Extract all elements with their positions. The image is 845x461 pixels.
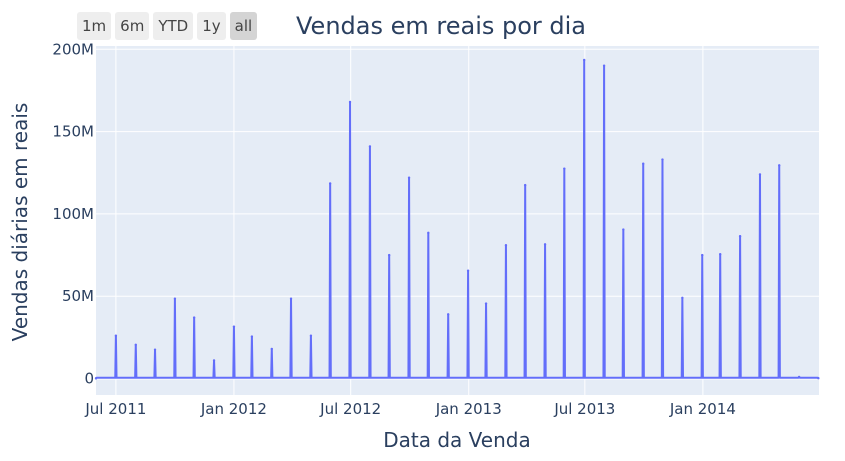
y-tick-label: 50M — [62, 287, 94, 305]
x-tick-label: Jan 2013 — [435, 400, 502, 418]
data-point[interactable] — [368, 145, 372, 148]
x-tick-label: Jan 2014 — [669, 400, 736, 418]
data-point[interactable] — [701, 253, 704, 257]
data-point[interactable] — [309, 334, 313, 337]
data-point[interactable] — [797, 375, 801, 379]
series-line[interactable] — [95, 58, 819, 380]
data-point[interactable] — [328, 182, 332, 185]
data-point[interactable] — [642, 162, 645, 165]
data-point[interactable] — [289, 297, 293, 300]
y-tick-label: 200M — [52, 40, 94, 58]
data-point[interactable] — [504, 243, 508, 247]
range-button-ytd[interactable]: YTD — [153, 12, 194, 40]
plot-area[interactable] — [96, 46, 819, 395]
x-tick-label: Jul 2011 — [84, 400, 146, 418]
x-tick-label: Jan 2012 — [200, 400, 267, 418]
data-point[interactable] — [94, 377, 98, 380]
y-tick-label: 0 — [84, 370, 94, 388]
data-point[interactable] — [602, 64, 606, 67]
data-point[interactable] — [173, 297, 177, 300]
y-axis-ticks: 0 50M 100M 150M 200M — [52, 40, 94, 387]
data-point[interactable] — [817, 377, 820, 380]
data-point[interactable] — [583, 58, 586, 62]
data-point[interactable] — [758, 173, 762, 176]
x-axis-ticks: Jul 2011 Jan 2012 Jul 2012 Jan 2013 Jul 2013… — [84, 400, 736, 418]
x-tick-label: Jul 2012 — [319, 400, 381, 418]
data-point[interactable] — [192, 316, 196, 319]
data-point[interactable] — [563, 167, 566, 170]
data-point[interactable] — [778, 164, 781, 167]
data-point[interactable] — [134, 343, 137, 346]
series-layer — [94, 58, 820, 380]
data-point[interactable] — [738, 234, 742, 238]
data-point[interactable] — [114, 334, 118, 337]
data-point[interactable] — [661, 158, 664, 161]
data-point[interactable] — [523, 183, 527, 187]
data-point[interactable] — [484, 302, 488, 305]
data-point[interactable] — [232, 325, 236, 328]
range-button-1y[interactable]: 1y — [197, 12, 226, 40]
data-point[interactable] — [348, 100, 352, 104]
data-point[interactable] — [622, 228, 625, 231]
data-point[interactable] — [407, 176, 411, 179]
data-point[interactable] — [212, 359, 216, 362]
data-point[interactable] — [153, 348, 157, 351]
data-point[interactable] — [427, 231, 430, 235]
data-point[interactable] — [681, 296, 684, 300]
data-point[interactable] — [466, 269, 470, 272]
data-point[interactable] — [270, 347, 273, 351]
range-selector: 1m 6m YTD 1y all — [77, 12, 258, 40]
chart-title: Vendas em reais por dia — [296, 12, 587, 40]
data-point[interactable] — [543, 243, 547, 246]
range-button-1m[interactable]: 1m — [77, 12, 112, 40]
range-button-6m[interactable]: 6m — [115, 12, 150, 40]
data-point[interactable] — [446, 313, 450, 316]
x-tick-label: Jul 2013 — [553, 400, 615, 418]
data-point[interactable] — [387, 253, 391, 257]
x-axis-title: Data da Venda — [383, 428, 530, 452]
y-tick-label: 100M — [52, 205, 94, 223]
y-tick-label: 150M — [52, 123, 94, 141]
data-point[interactable] — [719, 253, 722, 256]
data-point[interactable] — [250, 335, 254, 338]
range-button-all[interactable]: all — [229, 12, 258, 40]
y-axis-title: Vendas diárias em reais — [8, 103, 32, 342]
